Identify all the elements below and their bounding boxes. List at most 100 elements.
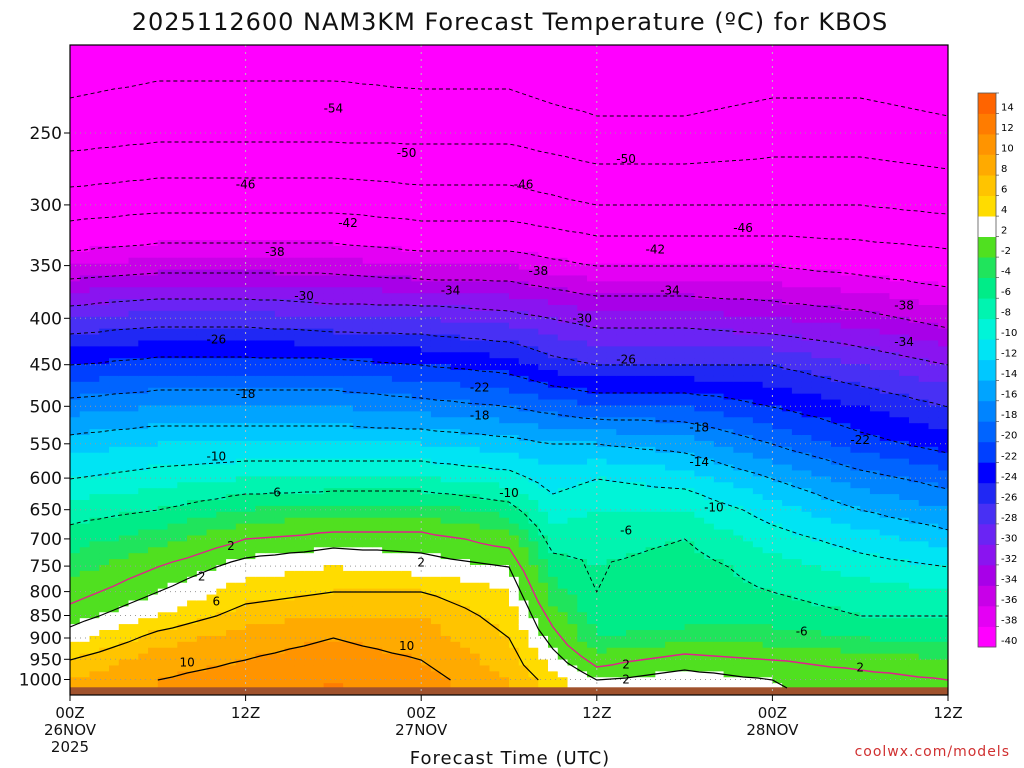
field-cell — [284, 458, 295, 466]
field-cell — [352, 470, 364, 477]
field-cell — [265, 618, 276, 625]
field-cell — [430, 175, 442, 182]
field-cell — [391, 169, 403, 176]
field-cell — [469, 576, 481, 584]
field-cell — [245, 553, 256, 560]
field-cell — [226, 80, 237, 87]
field-cell — [284, 576, 295, 584]
field-cell — [274, 251, 286, 259]
field-cell — [89, 50, 100, 58]
field-cell — [245, 352, 256, 359]
field-cell — [70, 340, 81, 347]
field-cell — [226, 198, 237, 206]
field-cell — [430, 517, 442, 525]
field-cell — [177, 328, 188, 336]
field-cell — [226, 588, 237, 596]
field-cell — [411, 50, 422, 58]
field-cell — [99, 92, 110, 99]
field-cell — [79, 482, 91, 489]
field-cell — [372, 127, 383, 135]
field-cell — [479, 677, 491, 684]
field-cell — [411, 458, 422, 466]
field-cell — [79, 582, 91, 590]
field-cell — [372, 80, 383, 87]
field-cell — [265, 476, 276, 483]
field-cell — [284, 641, 295, 649]
field-cell — [167, 257, 178, 265]
field-cell — [265, 169, 276, 176]
field-cell — [343, 210, 354, 217]
field-cell — [294, 446, 305, 454]
field-cell — [313, 80, 325, 87]
field-cell — [138, 488, 149, 495]
field-cell — [313, 452, 325, 460]
field-cell — [469, 523, 481, 531]
field-cell — [450, 387, 461, 395]
field-cell — [187, 440, 198, 448]
field-cell — [499, 576, 510, 584]
field-cell — [206, 151, 217, 158]
field-cell — [138, 251, 149, 259]
field-cell — [196, 618, 208, 625]
field-cell — [440, 358, 452, 365]
field-cell — [235, 62, 247, 70]
field-cell — [479, 86, 491, 93]
field-cell — [440, 115, 452, 123]
field-cell — [284, 488, 295, 495]
field-cell — [440, 98, 452, 105]
field-cell — [274, 133, 286, 141]
field-cell — [70, 257, 81, 265]
field-cell — [284, 647, 295, 655]
field-cell — [440, 198, 452, 206]
field-cell — [401, 624, 413, 631]
field-cell — [372, 630, 383, 637]
field-cell — [294, 204, 305, 212]
field-cell — [294, 216, 305, 223]
field-cell — [411, 322, 422, 330]
field-cell — [333, 80, 344, 87]
field-cell — [469, 139, 481, 147]
field-cell — [196, 269, 208, 277]
field-cell — [372, 399, 383, 407]
field-cell — [304, 257, 315, 265]
field-cell — [235, 429, 247, 436]
field-cell — [343, 216, 354, 223]
field-cell — [411, 482, 422, 489]
field-cell — [469, 618, 481, 625]
field-cell — [70, 98, 81, 105]
field-cell — [245, 133, 256, 141]
field-cell — [138, 240, 149, 247]
field-cell — [430, 127, 442, 135]
field-cell — [148, 458, 159, 466]
field-cell — [284, 121, 295, 129]
field-cell — [421, 145, 432, 152]
field-cell — [89, 535, 100, 542]
field-cell — [167, 594, 178, 602]
field-cell — [411, 293, 422, 300]
field-cell — [460, 210, 471, 217]
field-cell — [323, 671, 334, 678]
field-cell — [157, 358, 169, 365]
field-cell — [128, 630, 139, 637]
field-cell — [128, 671, 139, 678]
field-cell — [411, 145, 422, 152]
field-cell — [255, 600, 266, 607]
field-cell — [421, 440, 432, 448]
field-cell — [294, 310, 305, 318]
field-cell — [440, 458, 452, 466]
field-cell — [99, 251, 110, 259]
field-cell — [401, 157, 413, 164]
field-cell — [489, 287, 500, 294]
field-cell — [343, 222, 354, 229]
field-cell — [148, 411, 159, 418]
field-cell — [265, 500, 276, 507]
field-cell — [177, 310, 188, 318]
field-cell — [99, 600, 110, 607]
field-cell — [187, 110, 198, 117]
field-cell — [294, 169, 305, 176]
field-cell — [118, 115, 130, 123]
field-cell — [226, 133, 237, 141]
field-cell — [352, 405, 364, 412]
field-cell — [333, 488, 344, 495]
field-cell — [235, 659, 247, 667]
